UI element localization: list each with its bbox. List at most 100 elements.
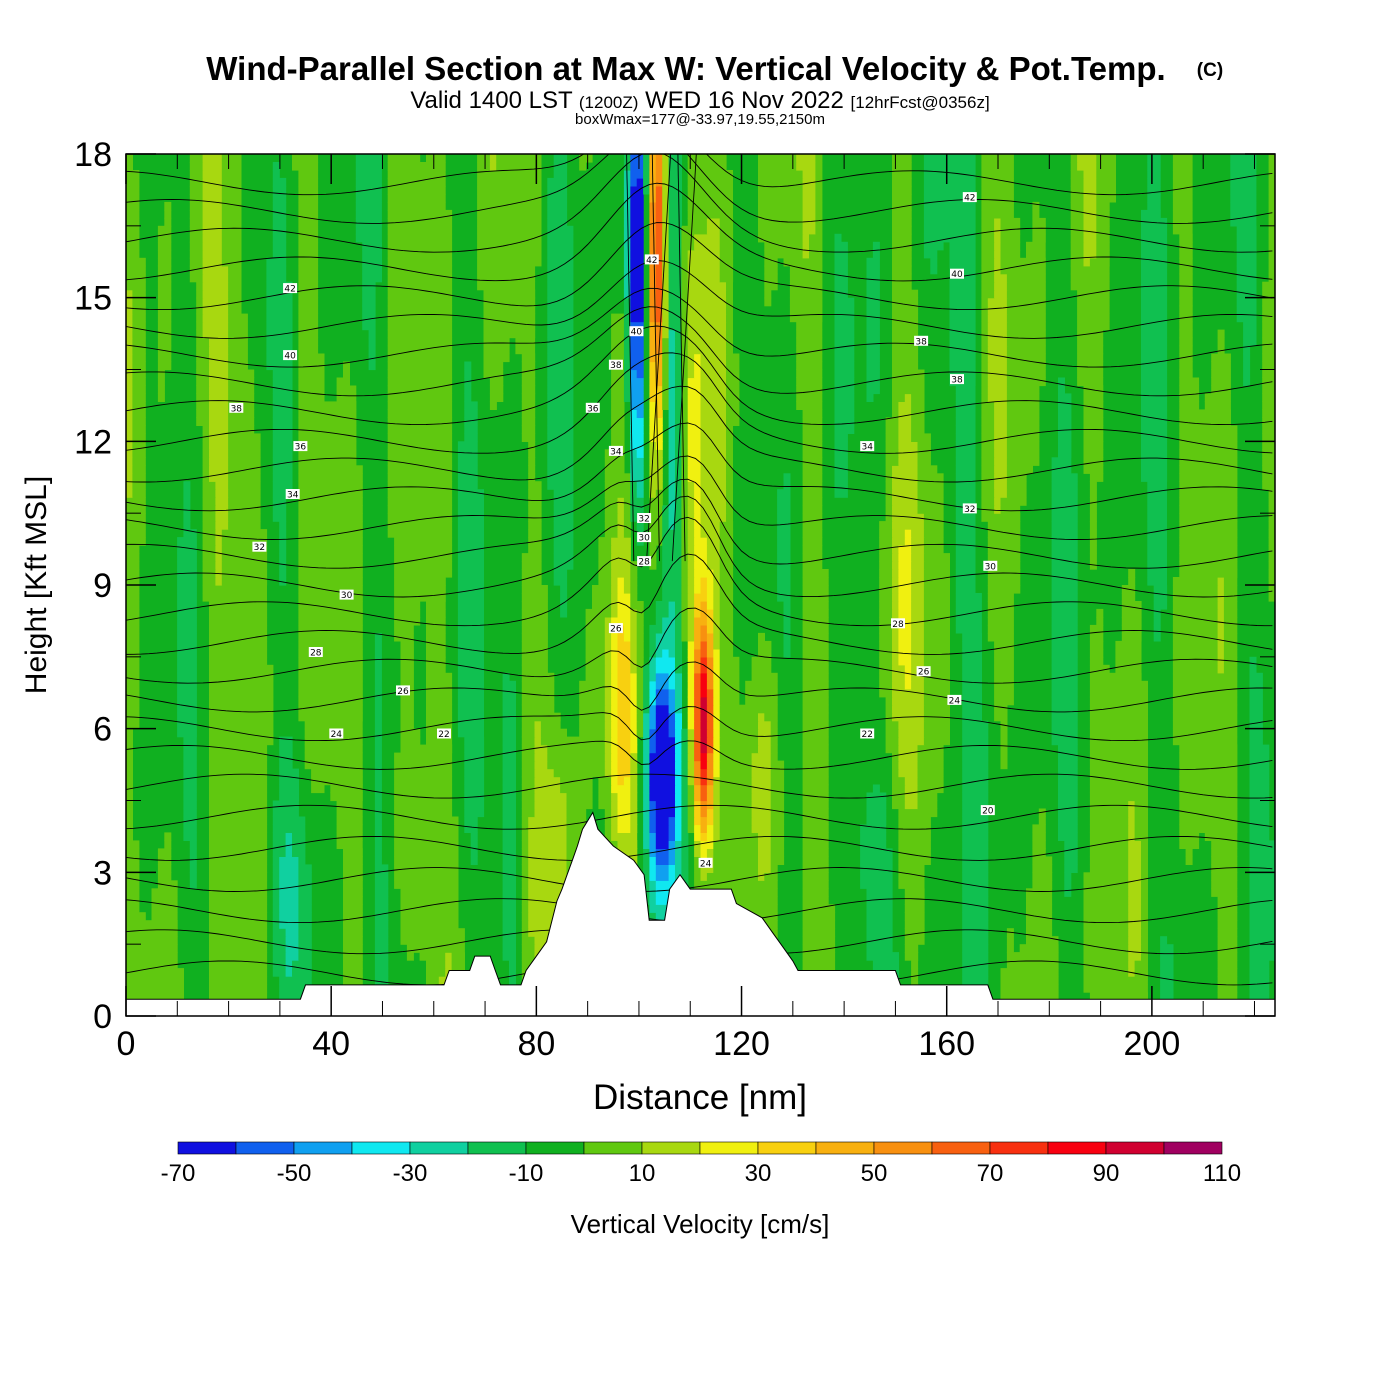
velocity-cell (387, 273, 453, 283)
velocity-cell (400, 720, 414, 730)
velocity-cell (215, 561, 223, 570)
velocity-cell (904, 393, 912, 402)
velocity-cell (987, 601, 1014, 610)
velocity-cell (343, 864, 363, 873)
velocity-cell (630, 425, 644, 434)
velocity-cell (911, 601, 925, 610)
velocity-cell (298, 465, 363, 474)
velocity-cell (987, 537, 1021, 546)
contour-label: 42 (284, 285, 295, 295)
velocity-cell (521, 353, 536, 363)
velocity-cell (892, 241, 912, 251)
velocity-cell (668, 361, 676, 371)
velocity-cell (687, 808, 695, 818)
velocity-cell (802, 704, 829, 714)
velocity-cell (126, 201, 140, 211)
velocity-cell (279, 880, 299, 889)
velocity-cell (719, 784, 753, 794)
velocity-cell (221, 561, 268, 570)
velocity-cell (215, 537, 223, 546)
colorbar-tick-label: 70 (977, 1160, 1004, 1187)
velocity-cell (1179, 329, 1193, 339)
velocity-cell (630, 497, 644, 506)
velocity-cell (1230, 201, 1257, 211)
velocity-cell (304, 760, 363, 770)
velocity-cell (930, 265, 938, 275)
velocity-cell (649, 241, 657, 251)
colorbar-swatch (525, 1141, 585, 1155)
velocity-cell (898, 840, 931, 849)
velocity-cell (279, 856, 299, 865)
velocity-cell (681, 792, 689, 802)
velocity-cell (368, 345, 376, 355)
velocity-cell (534, 808, 567, 818)
velocity-cell (892, 209, 912, 219)
velocity-cell (1058, 808, 1078, 818)
velocity-cell (719, 241, 734, 251)
velocity-cell (202, 513, 216, 522)
theta-contour-line (126, 495, 1273, 598)
velocity-cell (343, 968, 363, 977)
velocity-cell (202, 473, 210, 482)
velocity-cell (694, 513, 702, 522)
velocity-cell (585, 616, 606, 626)
velocity-cell (1179, 273, 1193, 283)
velocity-cell (1249, 736, 1263, 746)
velocity-cell (713, 792, 721, 802)
velocity-cell (266, 273, 287, 283)
velocity-cell (285, 944, 299, 953)
velocity-cell (464, 744, 485, 754)
velocity-cell (923, 569, 950, 578)
velocity-cell (1070, 209, 1085, 219)
velocity-cell (126, 170, 140, 179)
velocity-cell (1141, 409, 1168, 418)
velocity-cell (1000, 984, 1059, 993)
velocity-cell (630, 505, 644, 514)
velocity-cell (221, 162, 242, 171)
velocity-cell (202, 225, 223, 235)
velocity-cell (126, 632, 140, 642)
velocity-cell (521, 776, 536, 786)
velocity-cell (764, 265, 778, 275)
velocity-cell (675, 720, 682, 730)
velocity-cell (1147, 177, 1161, 187)
velocity-cell (228, 521, 261, 530)
velocity-cell (1179, 776, 1238, 786)
velocity-cell (706, 608, 714, 618)
colorbar-tick-label: 30 (745, 1160, 772, 1187)
velocity-cell (675, 648, 682, 658)
velocity-cell (1147, 513, 1167, 522)
velocity-cell (687, 776, 695, 786)
velocity-cell (502, 936, 516, 945)
velocity-cell (1032, 225, 1046, 235)
velocity-cell (126, 936, 178, 945)
velocity-cell (719, 640, 734, 650)
velocity-cell (1160, 944, 1174, 953)
velocity-cell (636, 369, 644, 379)
velocity-cell (547, 377, 574, 387)
theta-contour-line (126, 154, 1273, 224)
velocity-cell (719, 736, 759, 746)
velocity-cell (630, 217, 644, 227)
velocity-cell (655, 329, 663, 339)
velocity-cell (1268, 177, 1275, 187)
velocity-cell (457, 593, 484, 602)
velocity-cell (272, 457, 293, 466)
velocity-cell (1172, 624, 1219, 634)
velocity-cell (777, 577, 791, 586)
velocity-cell (643, 185, 651, 195)
velocity-cell (1026, 249, 1046, 259)
velocity-cell (1179, 257, 1193, 267)
velocity-cell (547, 289, 574, 299)
velocity-cell (1089, 712, 1148, 722)
velocity-cell (981, 249, 995, 259)
velocity-cell (1179, 417, 1231, 426)
velocity-cell (1128, 816, 1136, 826)
velocity-cell (630, 585, 638, 594)
velocity-cell (502, 952, 516, 961)
contour-label-box (637, 513, 652, 523)
velocity-cell (183, 529, 197, 538)
velocity-cell (860, 848, 893, 857)
velocity-cell (917, 481, 944, 490)
